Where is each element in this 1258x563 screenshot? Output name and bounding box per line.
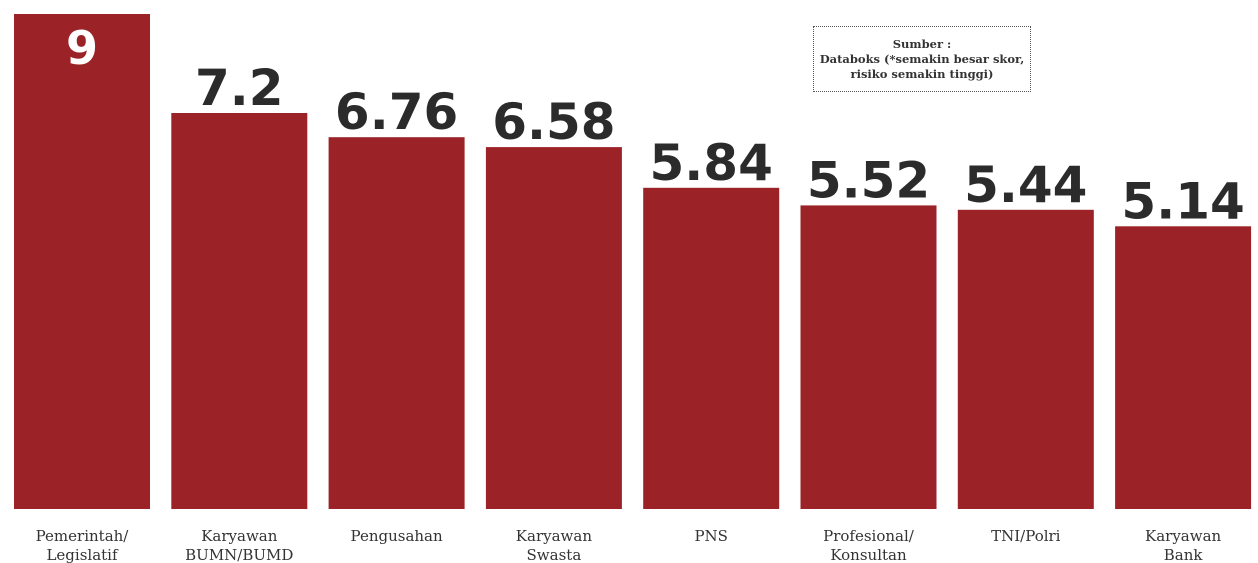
value-label: 5.84: [650, 134, 773, 192]
category-label: Karyawan: [1145, 527, 1222, 545]
category-label: Swasta: [527, 546, 582, 563]
source-note-title: Sumber :: [892, 37, 952, 51]
value-label: 5.44: [964, 156, 1087, 214]
category-label: TNI/Polri: [991, 527, 1061, 545]
value-label: 9: [66, 21, 98, 75]
bar: [14, 14, 150, 509]
bar: [800, 205, 937, 509]
value-label: 5.52: [807, 151, 930, 209]
category-label: Karyawan: [516, 527, 593, 545]
bar: [485, 147, 622, 509]
bar: [1115, 226, 1252, 510]
bar: [328, 137, 465, 509]
source-note-line: Databoks (*semakin besar skor,: [819, 52, 1025, 66]
category-label: Karyawan: [201, 527, 278, 545]
value-label: 7.2: [195, 59, 284, 117]
bar: [643, 187, 780, 510]
category-label: Konsultan: [830, 546, 907, 563]
category-label: Pengusahan: [351, 527, 443, 545]
category-label: Profesional/: [823, 527, 915, 545]
source-note: Sumber : Databoks (*semakin besar skor, …: [813, 26, 1031, 92]
value-label: 6.58: [492, 93, 615, 151]
category-label: BUMN/BUMD: [185, 546, 293, 563]
bar: [957, 209, 1094, 510]
source-note-line: risiko semakin tinggi): [850, 67, 994, 81]
category-label: Pemerintah/: [36, 527, 130, 545]
category-label: Bank: [1164, 546, 1204, 563]
bar: [171, 113, 308, 509]
category-label: Legislatif: [46, 546, 119, 563]
category-label: PNS: [694, 527, 728, 545]
value-label: 6.76: [335, 83, 458, 141]
value-label: 5.14: [1121, 172, 1244, 230]
